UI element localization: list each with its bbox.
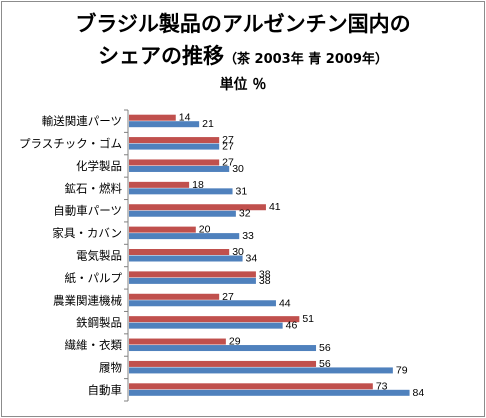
- data-label-2009: 34: [246, 253, 258, 265]
- category-label: 農業関連機械: [53, 293, 122, 307]
- category-label: 輸送関連パーツ: [42, 114, 122, 128]
- bar-2003: [129, 226, 196, 233]
- bar-2003: [129, 293, 220, 300]
- category-label: プラスチック・ゴム: [19, 137, 122, 151]
- data-label-2003: 29: [229, 336, 241, 348]
- data-label-2003: 18: [192, 179, 204, 191]
- bar-2003: [129, 137, 220, 144]
- category-label: 紙・パルプ: [65, 271, 123, 285]
- data-label-2003: 14: [179, 112, 191, 124]
- bar-2009: [129, 345, 317, 352]
- chart-title-line2: シェアの推移（茶 2003年 青 2009年）: [0, 40, 486, 70]
- bar-2003: [129, 114, 176, 121]
- data-label-2009: 30: [232, 163, 244, 175]
- bar-2009: [129, 121, 200, 128]
- data-label-2003: 27: [222, 134, 234, 146]
- bar-2003: [129, 271, 256, 278]
- data-label-2003: 56: [319, 358, 331, 370]
- data-label-2003: 73: [376, 380, 388, 392]
- data-label-2003: 51: [302, 313, 314, 325]
- bar-2009: [129, 233, 240, 240]
- category-label: 自動車パーツ: [53, 204, 122, 218]
- bar-2003: [129, 360, 317, 367]
- bar-2009: [129, 322, 283, 329]
- bar-2009: [129, 210, 236, 217]
- category-label: 鉄鋼製品: [76, 316, 122, 330]
- bar-2003: [129, 383, 373, 390]
- category-label: 化学製品: [76, 159, 122, 173]
- data-label-2009: 27: [222, 141, 234, 153]
- data-label-2003: 38: [259, 268, 271, 280]
- data-label-2009: 33: [242, 230, 254, 242]
- category-label: 電気製品: [76, 249, 122, 263]
- bar-2009: [129, 367, 393, 374]
- category-label: 家具・カバン: [52, 226, 122, 240]
- chart-title-main: シェアの推移: [98, 44, 225, 68]
- category-label: 履物: [99, 360, 122, 374]
- bar-2003: [129, 338, 226, 345]
- bar-2009: [129, 389, 410, 396]
- data-label-2009: 84: [413, 387, 425, 399]
- data-label-2009: 31: [236, 185, 248, 197]
- data-label-2003: 27: [222, 291, 234, 303]
- bar-2009: [129, 165, 230, 172]
- bar-2009: [129, 255, 243, 262]
- bar-2003: [129, 316, 300, 323]
- data-label-2009: 79: [396, 364, 408, 376]
- bar-2009: [129, 143, 220, 150]
- chart-title-note: （茶 2003年 青 2009年）: [224, 52, 388, 67]
- category-label: 鉱石・燃料: [65, 181, 123, 195]
- chart-unit: 単位 ％: [219, 77, 267, 93]
- bar-2009: [129, 300, 276, 307]
- bar-2003: [129, 181, 190, 188]
- data-label-2009: 21: [202, 118, 214, 130]
- bar-2009: [129, 277, 256, 284]
- data-label-2003: 41: [269, 201, 281, 213]
- bar-2003: [129, 159, 220, 166]
- data-label-2009: 32: [239, 208, 251, 220]
- data-label-2009: 56: [319, 342, 331, 354]
- bar-2003: [129, 204, 266, 211]
- data-label-2009: 38: [259, 275, 271, 287]
- category-label: 自動車: [88, 383, 123, 397]
- bar-2009: [129, 188, 233, 195]
- category-label: 繊維・衣類: [65, 338, 123, 352]
- bar-2003: [129, 249, 230, 255]
- data-label-2009: 44: [279, 297, 291, 309]
- data-label-2003: 27: [222, 156, 234, 168]
- data-label-2009: 46: [286, 320, 298, 332]
- data-label-2003: 30: [232, 246, 244, 258]
- data-label-2003: 20: [199, 224, 211, 236]
- chart-title-line1: ブラジル製品のアルゼンチン国内の: [75, 12, 411, 36]
